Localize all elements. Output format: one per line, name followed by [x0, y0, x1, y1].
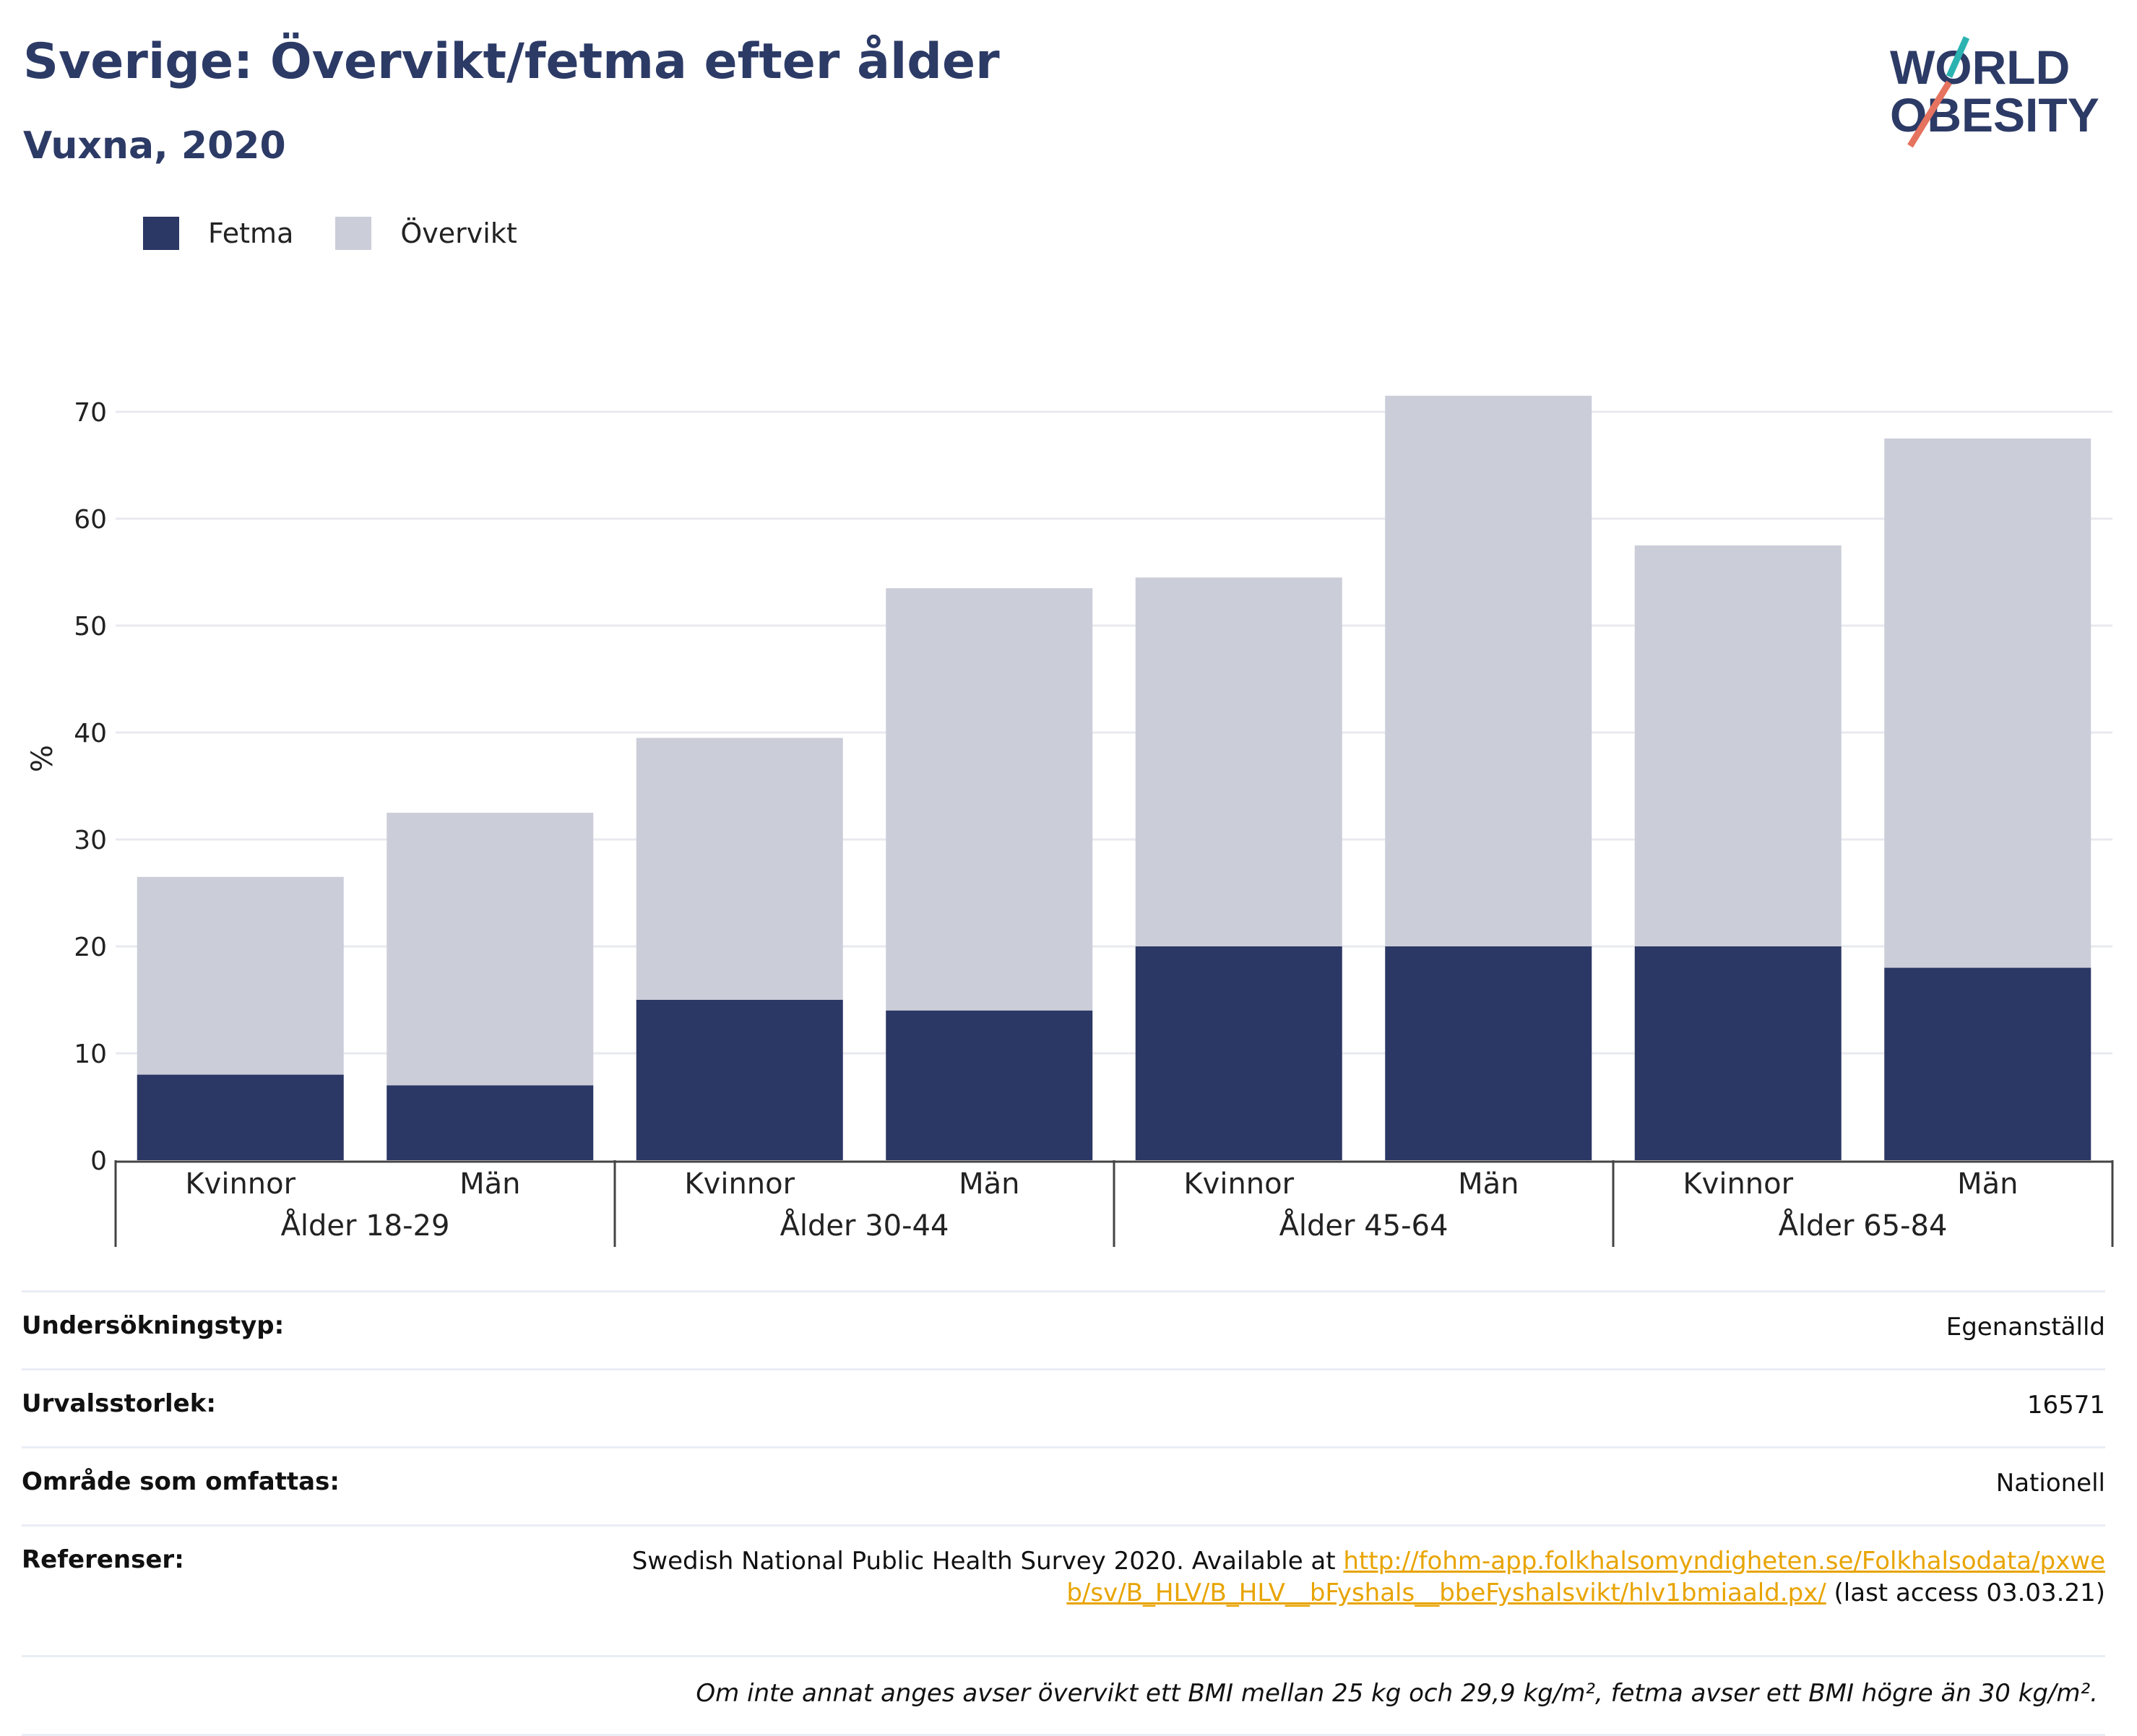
bar-overvikt: [886, 588, 1093, 1011]
info-row-survey-type: Undersökningstyp: Egenanställd: [22, 1290, 2105, 1368]
y-tick-label: 20: [74, 933, 107, 962]
sample-size-label: Urvalsstorlek:: [22, 1389, 216, 1418]
references-link[interactable]: http://fohm-app.folkhalsomyndigheten.se/…: [1066, 1547, 2105, 1607]
x-tick-label: Kvinnor: [684, 1167, 795, 1201]
logo-text-obesity: OBESITY: [1890, 88, 2099, 142]
legend-swatch-overvikt: [335, 217, 372, 250]
definition-note: Om inte annat anges avser övervikt ett B…: [22, 1655, 2105, 1736]
bar-fetma: [1884, 967, 2091, 1160]
references-value: Swedish National Public Health Survey 20…: [631, 1545, 2105, 1609]
world-obesity-logo: WORLD OBESITY: [1890, 36, 2099, 148]
x-tick-label: Kvinnor: [185, 1167, 295, 1201]
x-tick-label: Män: [959, 1167, 1019, 1201]
bar-overvikt: [387, 813, 594, 1086]
references-suffix: (last access 03.03.21): [1834, 1579, 2105, 1607]
bar-overvikt: [1634, 545, 1842, 946]
x-tick-label: Män: [1458, 1167, 1519, 1201]
chart-legend: Fetma Övervikt: [143, 214, 559, 253]
info-row-sample-size: Urvalsstorlek: 16571: [22, 1368, 2105, 1446]
x-tick-label: Män: [459, 1167, 520, 1201]
info-row-coverage: Område som omfattas: Nationell: [22, 1446, 2105, 1524]
legend-label-overvikt: Övervikt: [400, 217, 517, 249]
chart-title: Sverige: Övervikt/fetma efter ålder: [23, 33, 1000, 90]
bar-fetma: [137, 1074, 344, 1160]
survey-type-value: Egenanställd: [1946, 1313, 2105, 1342]
bar-overvikt: [1385, 395, 1592, 946]
bar-overvikt: [636, 738, 843, 1000]
y-tick-label: 40: [74, 719, 107, 748]
references-text: Swedish National Public Health Survey 20…: [631, 1547, 1336, 1576]
logo-slash-teal: [1946, 36, 1970, 78]
bar-fetma: [1135, 946, 1342, 1160]
bar-overvikt: [1884, 439, 2091, 968]
survey-type-label: Undersökningstyp:: [22, 1311, 285, 1340]
bar-fetma: [636, 1000, 843, 1160]
y-tick-label: 60: [74, 505, 107, 535]
logo-slash-salmon: [1907, 80, 1952, 148]
legend-item-overvikt[interactable]: Övervikt: [335, 217, 517, 250]
info-row-references: Referenser: Swedish National Public Heal…: [22, 1524, 2105, 1655]
y-tick-label: 50: [74, 612, 107, 642]
bar-fetma: [886, 1010, 1093, 1160]
references-label: Referenser:: [22, 1545, 184, 1574]
y-tick-label: 0: [90, 1146, 107, 1176]
bar-fetma: [1385, 946, 1592, 1160]
bar-fetma: [1634, 946, 1842, 1160]
sample-size-value: 16571: [2026, 1391, 2105, 1420]
coverage-value: Nationell: [1995, 1469, 2105, 1498]
legend-swatch-fetma: [143, 217, 179, 250]
legend-item-fetma[interactable]: Fetma: [143, 217, 293, 250]
coverage-label: Område som omfattas:: [22, 1467, 340, 1496]
y-axis-label: %: [26, 745, 59, 772]
bar-fetma: [387, 1085, 594, 1160]
bar-overvikt: [1135, 577, 1342, 946]
chart-subtitle: Vuxna, 2020: [23, 124, 286, 168]
y-tick-label: 30: [74, 826, 107, 855]
y-tick-label: 70: [74, 398, 107, 428]
group-label: Ålder 45-64: [1279, 1208, 1449, 1243]
group-label: Ålder 30-44: [780, 1208, 949, 1243]
logo-text-world: WORLD: [1890, 40, 2070, 94]
group-label: Ålder 18-29: [281, 1208, 450, 1243]
bar-overvikt: [137, 876, 344, 1075]
stacked-bar-chart: 0 10 20 30 40 50 60 70% Kvinnor Män Kvinnor Män Kvin…: [26, 395, 2114, 1247]
x-tick-label: Kvinnor: [1183, 1167, 1294, 1201]
legend-label-fetma: Fetma: [208, 217, 294, 249]
x-tick-label: Kvinnor: [1683, 1167, 1793, 1201]
y-tick-label: 10: [74, 1040, 107, 1069]
group-label: Ålder 65-84: [1779, 1208, 1948, 1243]
info-table: Undersökningstyp: Egenanställd Urvalssto…: [22, 1290, 2105, 1736]
x-tick-label: Män: [1957, 1167, 2018, 1201]
